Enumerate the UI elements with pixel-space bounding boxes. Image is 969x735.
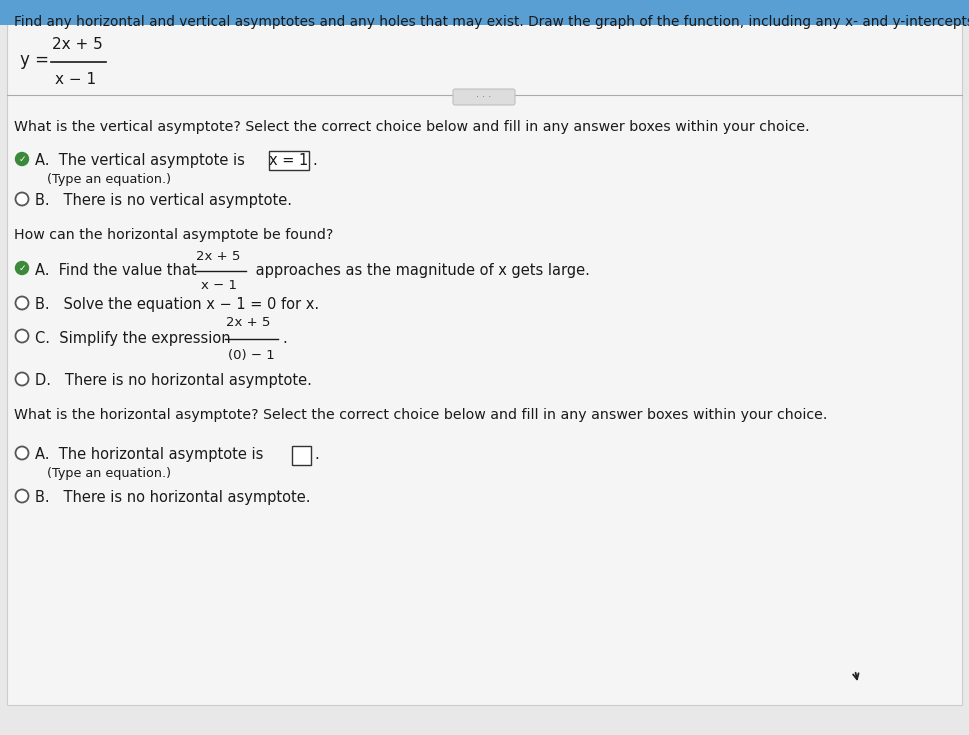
Text: 2x + 5: 2x + 5: [196, 250, 240, 263]
Text: How can the horizontal asymptote be found?: How can the horizontal asymptote be foun…: [14, 228, 333, 242]
Text: (Type an equation.): (Type an equation.): [47, 173, 171, 186]
Text: C.  Simplify the expression: C. Simplify the expression: [35, 331, 235, 345]
Text: A.  The horizontal asymptote is: A. The horizontal asymptote is: [35, 447, 268, 462]
Text: x − 1: x − 1: [55, 72, 96, 87]
Text: x − 1: x − 1: [201, 279, 237, 292]
Text: B.   Solve the equation x − 1 = 0 for x.: B. Solve the equation x − 1 = 0 for x.: [35, 297, 319, 312]
Circle shape: [16, 446, 28, 459]
Circle shape: [16, 193, 28, 206]
Text: 2x + 5: 2x + 5: [52, 37, 103, 52]
FancyBboxPatch shape: [269, 151, 309, 170]
Text: .: .: [314, 447, 319, 462]
Text: .: .: [282, 331, 287, 345]
Text: A.  The vertical asymptote is: A. The vertical asymptote is: [35, 153, 249, 168]
Text: D.   There is no horizontal asymptote.: D. There is no horizontal asymptote.: [35, 373, 312, 388]
Text: ✓: ✓: [18, 264, 26, 273]
Circle shape: [16, 490, 28, 503]
Text: x = 1: x = 1: [269, 152, 308, 168]
Text: .: .: [312, 153, 317, 168]
Circle shape: [16, 296, 28, 309]
Text: B.   There is no horizontal asymptote.: B. There is no horizontal asymptote.: [35, 490, 310, 505]
FancyBboxPatch shape: [453, 89, 515, 105]
Text: ✓: ✓: [18, 154, 26, 163]
Text: B.   There is no vertical asymptote.: B. There is no vertical asymptote.: [35, 193, 292, 208]
Circle shape: [16, 373, 28, 385]
FancyBboxPatch shape: [7, 7, 962, 705]
Text: (Type an equation.): (Type an equation.): [47, 467, 171, 480]
Text: · · ·: · · ·: [477, 92, 491, 102]
Text: A.  Find the value that: A. Find the value that: [35, 262, 202, 278]
Text: y =: y =: [20, 51, 49, 69]
Text: (0) − 1: (0) − 1: [228, 349, 275, 362]
Text: Find any horizontal and vertical asymptotes and any holes that may exist. Draw t: Find any horizontal and vertical asympto…: [14, 15, 969, 29]
Text: approaches as the magnitude of x gets large.: approaches as the magnitude of x gets la…: [251, 262, 590, 278]
Text: What is the vertical asymptote? Select the correct choice below and fill in any : What is the vertical asymptote? Select t…: [14, 120, 810, 134]
Circle shape: [16, 262, 28, 274]
Text: 2x + 5: 2x + 5: [226, 316, 270, 329]
FancyBboxPatch shape: [0, 0, 969, 25]
Text: What is the horizontal asymptote? Select the correct choice below and fill in an: What is the horizontal asymptote? Select…: [14, 408, 828, 422]
FancyBboxPatch shape: [292, 446, 311, 465]
Circle shape: [16, 329, 28, 343]
Circle shape: [16, 152, 28, 165]
